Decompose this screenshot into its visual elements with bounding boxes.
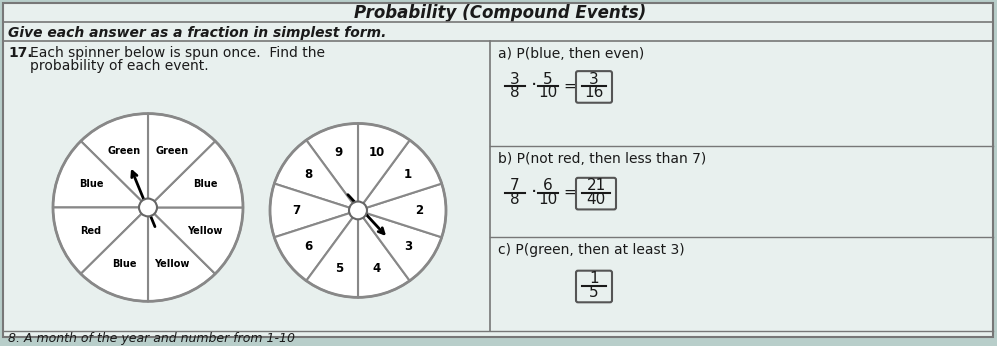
Text: =: = xyxy=(563,79,576,93)
Text: 8: 8 xyxy=(510,192,519,207)
Wedge shape xyxy=(148,208,215,301)
Wedge shape xyxy=(358,184,446,237)
Text: a) P(blue, then even): a) P(blue, then even) xyxy=(498,47,644,61)
Text: 21: 21 xyxy=(586,178,605,193)
Wedge shape xyxy=(53,208,148,274)
Wedge shape xyxy=(306,124,358,210)
Text: b) P(not red, then less than 7): b) P(not red, then less than 7) xyxy=(498,152,706,166)
Text: Give each answer as a fraction in simplest form.: Give each answer as a fraction in simple… xyxy=(8,26,387,39)
Text: 5: 5 xyxy=(543,72,552,86)
Text: Green: Green xyxy=(156,146,188,156)
Text: 8. A month of the year and number from 1-10: 8. A month of the year and number from 1… xyxy=(8,333,295,345)
Wedge shape xyxy=(81,208,148,301)
Text: 7: 7 xyxy=(510,178,519,193)
Text: Blue: Blue xyxy=(112,259,137,269)
Text: ·: · xyxy=(530,76,537,95)
Wedge shape xyxy=(358,124,410,210)
Text: 10: 10 xyxy=(369,146,385,159)
Text: 1: 1 xyxy=(404,168,412,181)
Text: 10: 10 xyxy=(538,85,557,100)
Wedge shape xyxy=(53,141,148,208)
Wedge shape xyxy=(358,140,442,210)
Text: ·: · xyxy=(530,183,537,202)
Text: 16: 16 xyxy=(584,85,604,100)
Wedge shape xyxy=(148,208,243,274)
Text: 8: 8 xyxy=(304,168,312,181)
Text: =: = xyxy=(563,185,576,200)
Text: Each spinner below is spun once.  Find the: Each spinner below is spun once. Find th… xyxy=(30,46,325,60)
Text: 4: 4 xyxy=(373,262,381,275)
Text: 8: 8 xyxy=(510,85,519,100)
Text: probability of each event.: probability of each event. xyxy=(30,59,208,73)
Text: Green: Green xyxy=(108,146,141,156)
Wedge shape xyxy=(358,210,410,297)
Text: c) P(green, then at least 3): c) P(green, then at least 3) xyxy=(498,243,685,257)
Wedge shape xyxy=(274,140,358,210)
Text: 3: 3 xyxy=(589,72,599,86)
Text: 3: 3 xyxy=(404,240,412,253)
Text: 6: 6 xyxy=(543,178,553,193)
FancyBboxPatch shape xyxy=(3,3,993,337)
Wedge shape xyxy=(306,210,358,297)
Text: 10: 10 xyxy=(538,192,557,207)
Wedge shape xyxy=(274,210,358,281)
FancyBboxPatch shape xyxy=(576,271,612,302)
Text: Blue: Blue xyxy=(79,179,104,189)
Text: 1: 1 xyxy=(589,271,599,286)
Text: 5: 5 xyxy=(335,262,343,275)
Text: Yellow: Yellow xyxy=(187,226,222,236)
Wedge shape xyxy=(358,210,442,281)
Text: 5: 5 xyxy=(589,285,599,300)
Text: 6: 6 xyxy=(304,240,312,253)
Text: Yellow: Yellow xyxy=(154,259,189,269)
Circle shape xyxy=(349,201,367,219)
Text: 40: 40 xyxy=(586,192,605,207)
Text: Blue: Blue xyxy=(192,179,217,189)
Wedge shape xyxy=(81,113,148,208)
Text: Red: Red xyxy=(81,226,102,236)
FancyBboxPatch shape xyxy=(576,178,616,209)
Wedge shape xyxy=(270,184,358,237)
Text: 3: 3 xyxy=(510,72,519,86)
Text: 9: 9 xyxy=(335,146,343,159)
Text: 2: 2 xyxy=(416,204,424,217)
Text: 17.: 17. xyxy=(8,46,33,60)
Wedge shape xyxy=(148,113,215,208)
Text: 7: 7 xyxy=(292,204,300,217)
Wedge shape xyxy=(148,141,243,208)
FancyBboxPatch shape xyxy=(576,71,612,103)
Circle shape xyxy=(139,199,157,216)
Text: Probability (Compound Events): Probability (Compound Events) xyxy=(354,4,646,22)
